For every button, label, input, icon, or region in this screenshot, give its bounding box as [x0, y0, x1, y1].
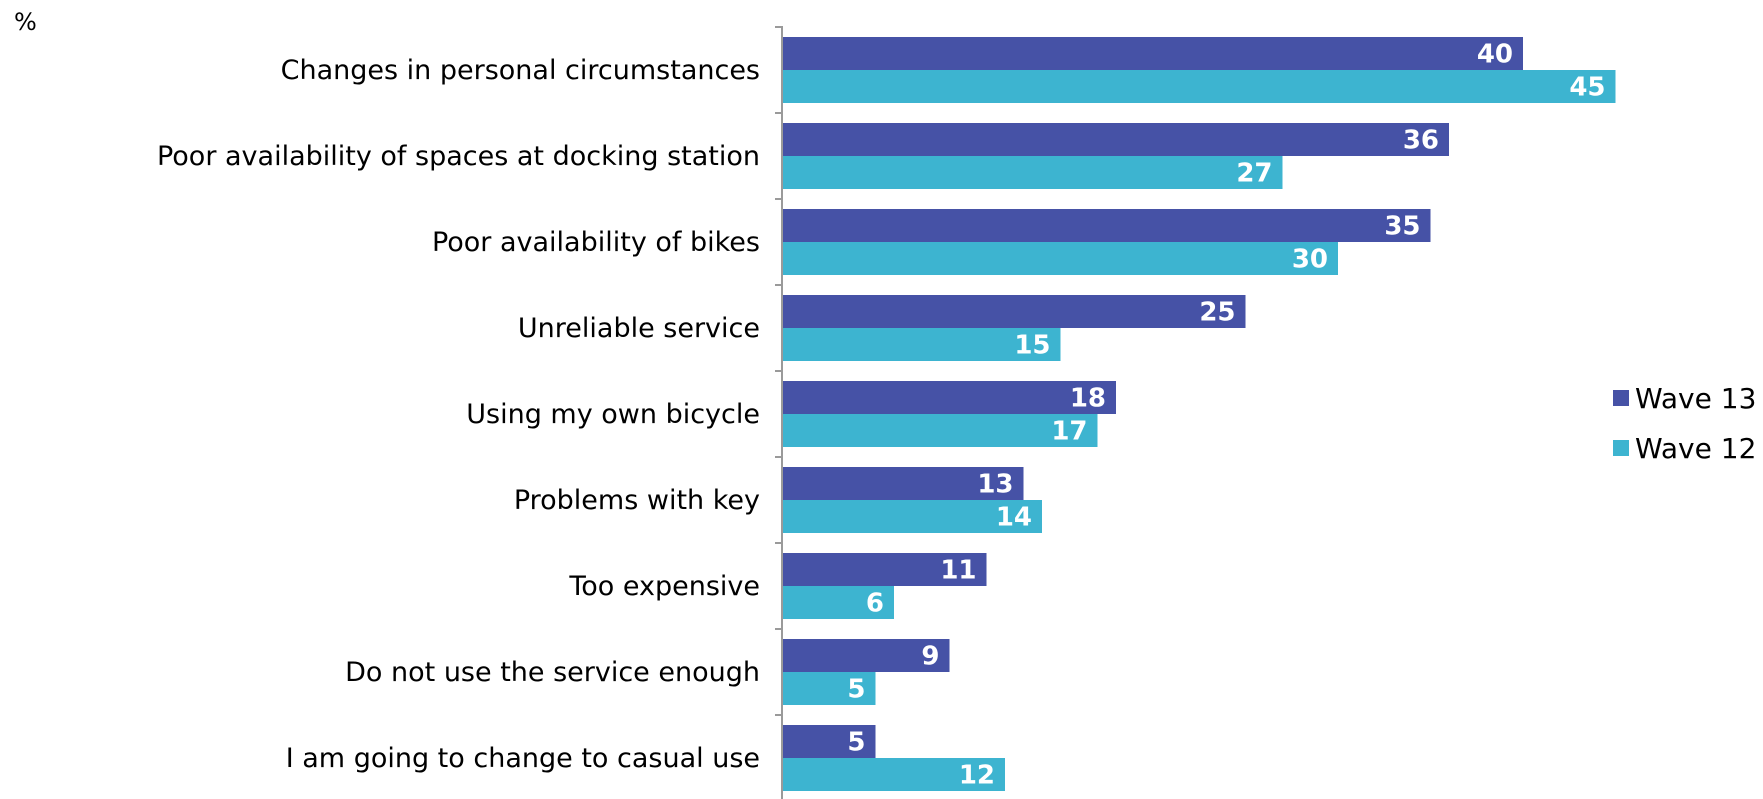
category-label: Poor availability of bikes: [432, 227, 760, 258]
bar: [783, 242, 1338, 275]
bar: [783, 586, 894, 619]
bar: [783, 672, 876, 705]
data-label: 12: [959, 761, 995, 791]
category-label: Poor availability of spaces at docking s…: [157, 141, 760, 172]
data-label: 14: [996, 503, 1032, 533]
data-label: 25: [1199, 298, 1235, 328]
data-label: 9: [921, 642, 939, 672]
legend-swatch: [1613, 440, 1629, 456]
legend-label: Wave 12: [1635, 432, 1756, 465]
data-label: 5: [847, 728, 865, 758]
category-label: Too expensive: [568, 571, 760, 602]
bar: [783, 123, 1449, 156]
legend: Wave 13 Wave 12: [1613, 382, 1756, 465]
bar: [783, 328, 1061, 361]
data-label: 30: [1292, 245, 1328, 275]
data-label: 18: [1070, 384, 1106, 414]
bar: [783, 553, 987, 586]
category-label: Problems with key: [514, 485, 760, 516]
bar: [783, 156, 1283, 189]
category-label: I am going to change to casual use: [286, 743, 760, 774]
plot-area: Changes in personal circumstances 40 45 Poo…: [157, 26, 1616, 791]
bar: [783, 209, 1431, 242]
data-label: 6: [866, 589, 884, 619]
category-label: Changes in personal circumstances: [281, 55, 760, 86]
data-label: 35: [1384, 212, 1420, 242]
bar: [783, 639, 950, 672]
bar: [783, 758, 1005, 791]
unit-label: %: [14, 8, 37, 36]
bar: [783, 725, 876, 758]
data-label: 27: [1236, 159, 1272, 189]
bar: [783, 70, 1616, 103]
legend-label: Wave 13: [1635, 382, 1756, 415]
data-label: 40: [1477, 40, 1513, 70]
data-label: 13: [977, 470, 1013, 500]
data-label: 15: [1014, 331, 1050, 361]
category-label: Using my own bicycle: [466, 399, 760, 430]
data-label: 36: [1403, 126, 1439, 156]
data-label: 45: [1569, 73, 1605, 103]
category-label: Do not use the service enough: [345, 657, 760, 688]
data-label: 5: [847, 675, 865, 705]
bar: [783, 381, 1116, 414]
bar: [783, 467, 1024, 500]
category-label: Unreliable service: [518, 313, 760, 344]
data-label: 11: [940, 556, 976, 586]
bar: [783, 414, 1098, 447]
bar: [783, 500, 1042, 533]
bar: [783, 37, 1523, 70]
legend-swatch: [1613, 390, 1629, 406]
data-label: 17: [1051, 417, 1087, 447]
bar: [783, 295, 1246, 328]
